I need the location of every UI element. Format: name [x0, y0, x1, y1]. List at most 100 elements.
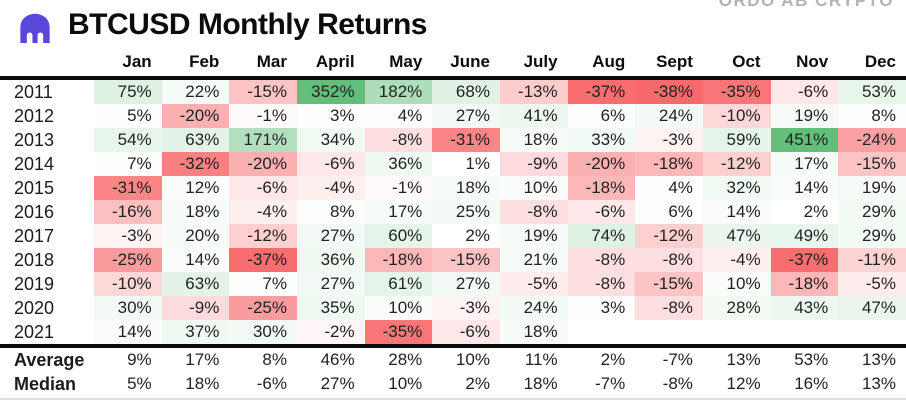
row-label: 2018: [0, 248, 94, 272]
cell: -37%: [229, 248, 297, 272]
cell: 14%: [94, 320, 162, 346]
cell: 18%: [161, 372, 230, 396]
cell: [770, 320, 839, 346]
cell: 18%: [161, 200, 230, 224]
cell: 36%: [296, 248, 365, 272]
cell: 75%: [94, 78, 162, 104]
cell: 13%: [838, 344, 906, 372]
cell: 10%: [364, 372, 433, 396]
cell: -5%: [499, 272, 568, 296]
cell: 60%: [364, 224, 433, 248]
cell: -32%: [161, 152, 230, 176]
cell: 8%: [296, 200, 365, 224]
cell: -12%: [229, 224, 297, 248]
cell: 10%: [364, 296, 433, 320]
cell: -4%: [702, 248, 771, 272]
cell: 10%: [499, 176, 568, 200]
table-row: Median 5% 18% -6% 27% 10% 2% 18% -7% -8% 12% 16% 13%: [0, 372, 906, 396]
cell: 18%: [499, 128, 568, 152]
cell: -37%: [567, 78, 636, 104]
cell: 63%: [161, 272, 230, 296]
cell: [838, 320, 906, 346]
cell: 2%: [567, 344, 636, 372]
column-header-dec: Dec: [864, 52, 896, 71]
cell: 13%: [702, 344, 771, 372]
row-label: 2013: [0, 128, 94, 152]
cell: -4%: [229, 200, 297, 224]
cell: 53%: [770, 344, 839, 372]
cell: -18%: [567, 176, 636, 200]
cell: -7%: [567, 372, 636, 396]
cell: 20%: [161, 224, 230, 248]
column-header-may: May: [389, 52, 423, 71]
cell: 16%: [770, 372, 839, 396]
cell: 27%: [432, 272, 500, 296]
cell: 29%: [838, 200, 906, 224]
cell: 21%: [499, 248, 568, 272]
cell: 18%: [499, 372, 568, 396]
cell: [702, 320, 771, 346]
row-label: Average: [0, 344, 94, 372]
row-label: 2015: [0, 176, 94, 200]
cell: 8%: [838, 104, 906, 128]
table-row: 2012 5% -20% -1% 3% 4% 27% 41% 6% 24% -10% 19% 8%: [0, 104, 906, 128]
cell: 7%: [94, 152, 162, 176]
cell: -6%: [229, 176, 297, 200]
column-header-jan: Jan: [122, 52, 152, 71]
cell: -8%: [364, 128, 433, 152]
bottom-divider: [0, 398, 906, 400]
cell: 63%: [161, 128, 230, 152]
column-header-oct: Oct: [732, 52, 761, 71]
cell: -11%: [838, 248, 906, 272]
cell: -12%: [635, 224, 703, 248]
cell: 7%: [229, 272, 297, 296]
table-row: 2020 30% -9% -25% 35% 10% -3% 24% 3% -8% 28% 43% 47%: [0, 296, 906, 320]
cell: -31%: [432, 128, 500, 152]
cell: 18%: [432, 176, 500, 200]
cell: -13%: [499, 78, 568, 104]
cell: -16%: [94, 200, 162, 224]
row-label: 2016: [0, 200, 94, 224]
column-header-july: July: [523, 52, 558, 71]
cell: 43%: [770, 296, 839, 320]
cell: -25%: [229, 296, 297, 320]
cell: 2%: [432, 372, 500, 396]
cell: 37%: [161, 320, 230, 346]
cell: 74%: [567, 224, 636, 248]
cell: 32%: [702, 176, 771, 200]
corner-cell: [0, 50, 94, 78]
cell: 33%: [567, 128, 636, 152]
cell: -6%: [296, 152, 365, 176]
row-label: Median: [0, 372, 94, 396]
cell: -18%: [770, 272, 839, 296]
cell: -6%: [770, 78, 839, 104]
cell: 6%: [635, 200, 703, 224]
cell: 41%: [499, 104, 568, 128]
cell: -25%: [94, 248, 162, 272]
cell: 18%: [499, 320, 568, 346]
cell: -3%: [432, 296, 500, 320]
cell: 182%: [364, 78, 433, 104]
cell: 2%: [770, 200, 839, 224]
cell: 22%: [161, 78, 230, 104]
table-row: Average 9% 17% 8% 46% 28% 10% 11% 2% -7% 13% 53% 13%: [0, 344, 906, 372]
cell: 17%: [364, 200, 433, 224]
table-row: 2019 -10% 63% 7% 27% 61% 27% -5% -8% -15% 10% -18% -…: [0, 272, 906, 296]
cell: 14%: [161, 248, 230, 272]
column-header-june: June: [450, 52, 490, 71]
cell: 6%: [567, 104, 636, 128]
cell: 10%: [432, 344, 500, 372]
cell: -10%: [94, 272, 162, 296]
cell: 53%: [838, 78, 906, 104]
returns-table: Jan Feb Mar April May June July Aug Sept Oct Nov De…: [0, 50, 906, 396]
table-row: 2015 -31% 12% -6% -4% -1% 18% 10% -18% 4% 32% 14% 19…: [0, 176, 906, 200]
cell: -1%: [364, 176, 433, 200]
column-header-row: Jan Feb Mar April May June July Aug Sept Oct Nov De…: [0, 50, 906, 78]
column-header-sept: Sept: [656, 52, 693, 71]
cell: 451%: [770, 128, 839, 152]
row-label: 2021: [0, 320, 94, 346]
cell: -8%: [635, 296, 703, 320]
cell: -1%: [229, 104, 297, 128]
cell: 9%: [94, 344, 162, 372]
